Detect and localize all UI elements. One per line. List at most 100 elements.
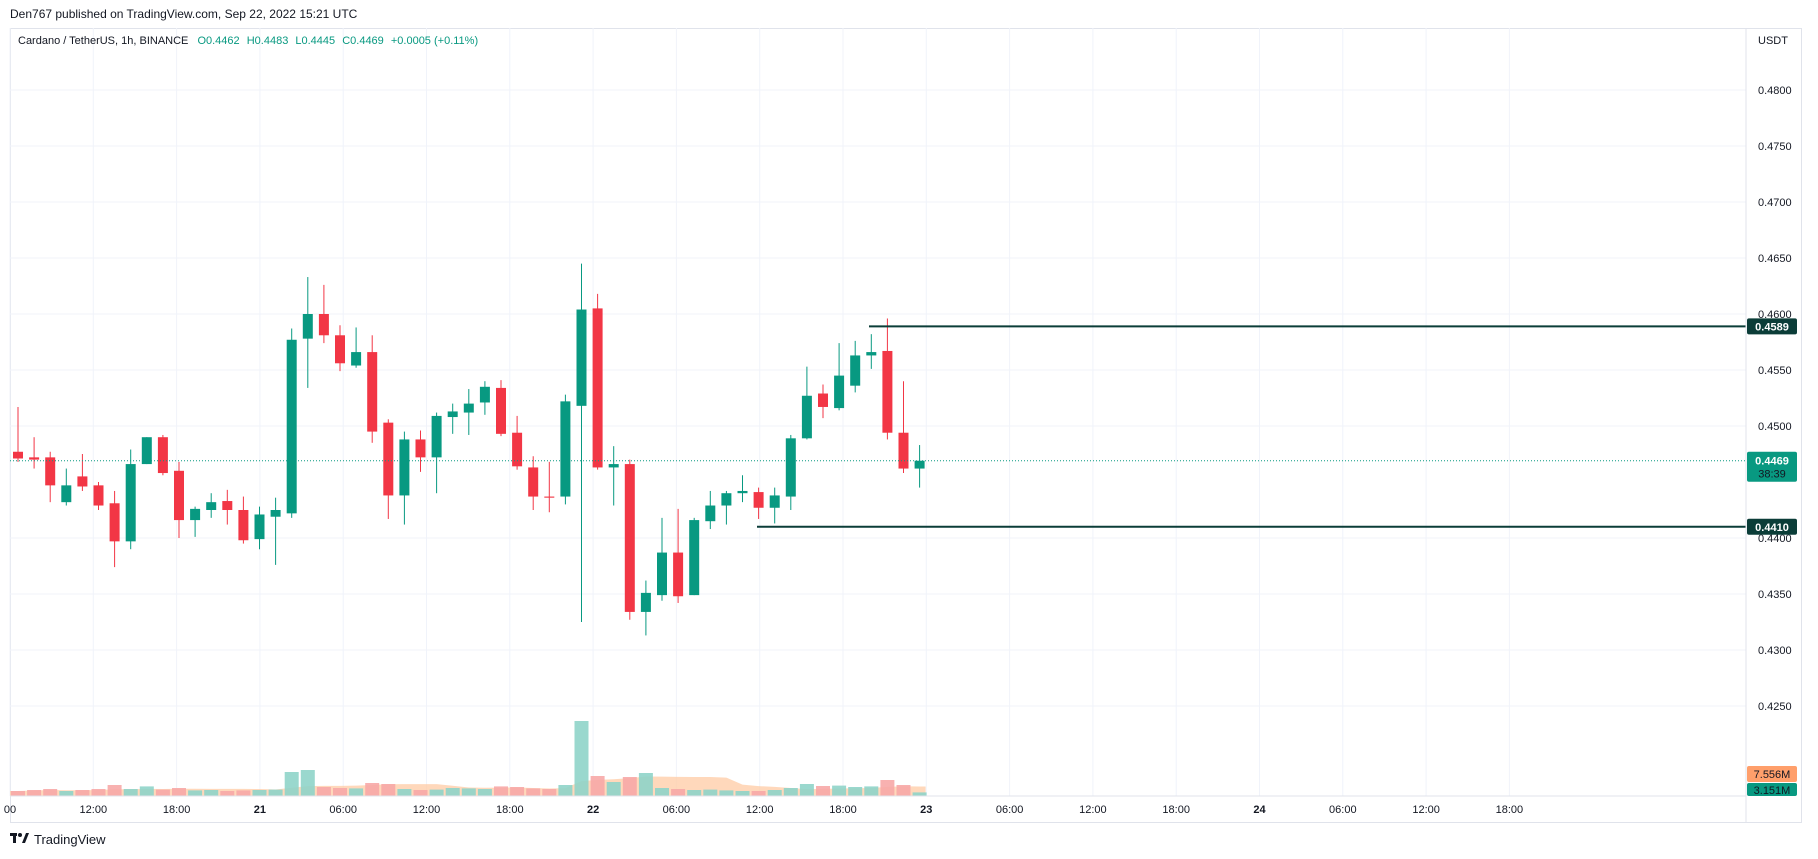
- tradingview-logo-icon: [10, 832, 30, 847]
- legend-close: C0.4469: [342, 35, 384, 47]
- candle-body[interactable]: [801, 395, 812, 439]
- candle-body[interactable]: [592, 308, 603, 468]
- time-axis-tick: 12:00: [1079, 804, 1107, 816]
- candle-body[interactable]: [335, 335, 345, 364]
- volume-bar: [799, 784, 814, 796]
- candle-body[interactable]: [576, 309, 587, 406]
- volume-bar: [816, 786, 830, 796]
- volume-bar: [477, 789, 492, 796]
- time-axis-tick: 06:00: [663, 804, 691, 816]
- candle-body[interactable]: [254, 514, 265, 540]
- volume-bar: [220, 791, 235, 796]
- candle-body[interactable]: [29, 457, 40, 460]
- candle-body[interactable]: [318, 314, 329, 336]
- time-axis-tick: 18:00: [496, 804, 524, 816]
- volume-bar: [107, 785, 122, 796]
- bar-countdown-label: 38:39: [1758, 469, 1786, 481]
- level-price-label: [1747, 318, 1797, 335]
- candle-body[interactable]: [302, 314, 313, 339]
- candle-body[interactable]: [528, 467, 539, 497]
- candle-body[interactable]: [785, 438, 796, 497]
- candle-body[interactable]: [850, 355, 861, 386]
- candle-body[interactable]: [367, 352, 378, 432]
- level-price-label-text: 0.4589: [1755, 321, 1789, 333]
- symbol-title[interactable]: Cardano / TetherUS, 1h, BINANCE: [18, 35, 189, 47]
- volume-bar: [300, 770, 315, 796]
- candle-body[interactable]: [351, 352, 362, 366]
- candle-body[interactable]: [93, 485, 104, 506]
- candle-body[interactable]: [125, 464, 136, 542]
- volume-bar: [703, 789, 718, 796]
- candle-body[interactable]: [463, 403, 474, 413]
- tradingview-footer[interactable]: TradingView: [10, 832, 106, 847]
- candle-body[interactable]: [399, 439, 410, 496]
- candle-body[interactable]: [496, 387, 506, 434]
- candle-body[interactable]: [447, 411, 458, 418]
- volume-bar: [75, 790, 90, 796]
- time-axis-tick: 24: [1253, 804, 1266, 816]
- candle-body[interactable]: [238, 510, 249, 541]
- candle-body[interactable]: [415, 439, 426, 458]
- volume-bar: [365, 783, 380, 796]
- volume-bar: [848, 787, 863, 796]
- volume-bar: [172, 788, 186, 796]
- volume-bar: [91, 789, 106, 796]
- candle-body[interactable]: [737, 490, 748, 494]
- volume-bar: [155, 789, 170, 796]
- volume-bar: [864, 786, 879, 796]
- candle-body[interactable]: [109, 503, 120, 542]
- candle-body[interactable]: [431, 415, 442, 458]
- volume-bar: [43, 789, 58, 796]
- candle-body[interactable]: [61, 485, 72, 503]
- current-price-label-text: 0.4469: [1755, 456, 1789, 468]
- candle-body[interactable]: [45, 457, 56, 486]
- volume-bar: [783, 788, 798, 796]
- candle-body[interactable]: [206, 502, 217, 510]
- candle-body[interactable]: [898, 432, 909, 469]
- candle-body[interactable]: [157, 437, 168, 474]
- volume-bar: [558, 785, 573, 796]
- candle-body[interactable]: [383, 422, 394, 496]
- candle-body[interactable]: [544, 496, 555, 498]
- candle-body[interactable]: [270, 510, 281, 517]
- candle-body[interactable]: [560, 401, 571, 497]
- volume-bar: [284, 772, 299, 796]
- time-axis-tick: 12:00: [80, 804, 108, 816]
- candle-body[interactable]: [77, 476, 88, 487]
- volume-bar: [316, 787, 331, 796]
- candle-body[interactable]: [882, 350, 893, 433]
- candle-body[interactable]: [689, 520, 700, 596]
- candle-body[interactable]: [13, 451, 23, 459]
- candle-body[interactable]: [640, 592, 651, 612]
- candle-body[interactable]: [222, 501, 233, 510]
- volume-bar: [510, 787, 525, 796]
- candle-body[interactable]: [721, 493, 732, 506]
- candle-body[interactable]: [174, 470, 184, 521]
- candle-body[interactable]: [753, 492, 764, 508]
- candle-body[interactable]: [190, 508, 201, 521]
- candle-body[interactable]: [479, 386, 490, 403]
- tradingview-brand: TradingView: [34, 832, 106, 847]
- candle-body[interactable]: [624, 464, 635, 612]
- volume-bar: [574, 721, 589, 796]
- volume-current-label-text: 3.151M: [1754, 785, 1791, 797]
- candle-body[interactable]: [512, 432, 523, 467]
- candle-body[interactable]: [914, 460, 925, 469]
- candle-body[interactable]: [608, 464, 619, 468]
- candle-body[interactable]: [673, 552, 684, 597]
- volume-bar: [333, 788, 347, 796]
- candle-body[interactable]: [769, 495, 780, 508]
- price-axis-tick: 0.4650: [1758, 253, 1792, 265]
- candle-body[interactable]: [866, 352, 877, 356]
- candle-body[interactable]: [818, 393, 828, 407]
- candle-body[interactable]: [141, 437, 152, 465]
- candle-body[interactable]: [705, 505, 716, 522]
- time-axis-tick: 12:00: [413, 804, 441, 816]
- candle-body[interactable]: [834, 375, 845, 409]
- volume-current-label: [1747, 783, 1797, 796]
- volume-bar: [268, 789, 283, 796]
- candle-body[interactable]: [657, 552, 667, 596]
- candle-body[interactable]: [286, 339, 297, 514]
- volume-bar: [590, 776, 605, 796]
